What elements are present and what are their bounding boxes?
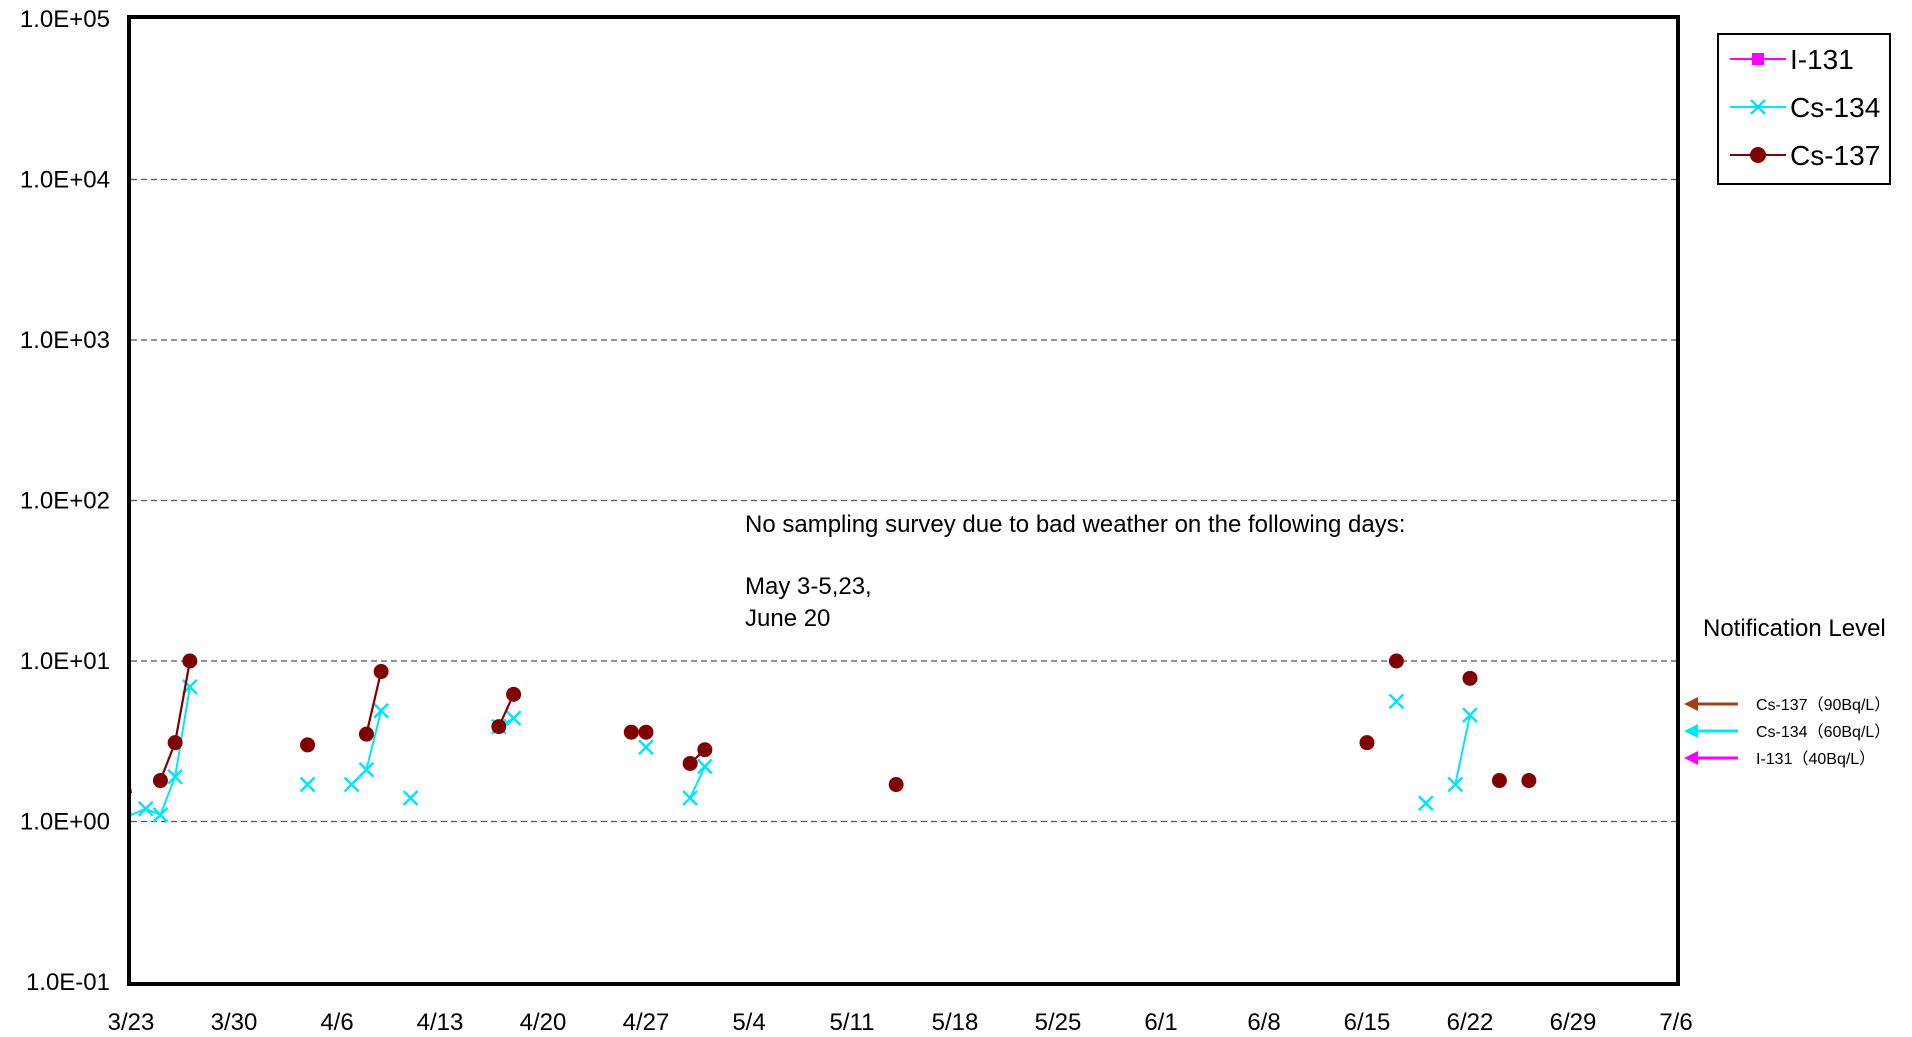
notification-item-cs134: Cs-134（60Bq/L）	[1684, 723, 1890, 741]
legend-marker-cs134	[1750, 99, 1766, 115]
data-point-cs137	[300, 737, 316, 753]
y-tick-label: 1.0E+05	[20, 6, 110, 33]
data-point-cs137	[888, 777, 904, 793]
data-point-cs137	[697, 742, 713, 758]
series-line-cs134	[1454, 714, 1471, 785]
series-layer	[131, 653, 1537, 823]
data-point-cs137	[1359, 735, 1375, 751]
legend-item-cs134: Cs-134	[1730, 92, 1880, 123]
data-point-cs134	[167, 768, 184, 785]
data-point-cs134	[137, 800, 154, 817]
legend-label-i131: I-131	[1790, 44, 1854, 75]
x-tick-label: 6/1	[1144, 1009, 1177, 1036]
notification-label-i131: I-131（40Bq/L）	[1756, 750, 1875, 768]
series-cs134	[131, 678, 1478, 823]
x-tick-label: 5/4	[732, 1009, 765, 1036]
y-axis-tick-labels: 1.0E-01 1.0E+00 1.0E+01 1.0E+02 1.0E+03 1.0E+…	[20, 6, 110, 996]
x-tick-label: 5/25	[1035, 1009, 1082, 1036]
data-point-cs137	[358, 726, 374, 742]
x-tick-label: 5/18	[932, 1009, 979, 1036]
data-point-cs137	[1491, 773, 1507, 789]
horizontal-gridlines	[131, 178, 1676, 823]
series-cs137	[131, 653, 1537, 794]
data-point-cs134	[1447, 776, 1464, 793]
y-tick-label: 1.0E+04	[20, 167, 110, 194]
x-tick-label: 4/13	[417, 1009, 464, 1036]
data-point-cs134	[299, 776, 316, 793]
data-point-cs137	[152, 773, 168, 789]
x-tick-label: 4/27	[623, 1009, 670, 1036]
data-point-cs137	[638, 724, 654, 740]
y-tick-label: 1.0E+03	[20, 327, 110, 354]
notification-item-i131: I-131（40Bq/L）	[1684, 750, 1875, 768]
x-tick-label: 4/20	[520, 1009, 567, 1036]
data-point-cs137	[623, 724, 639, 740]
data-point-cs137	[182, 653, 198, 669]
y-tick-label: 1.0E-01	[26, 969, 110, 996]
data-point-cs134	[1388, 693, 1405, 710]
data-point-cs137	[373, 664, 389, 680]
series-line-cs134	[689, 766, 706, 799]
x-tick-label: 3/30	[211, 1009, 258, 1036]
legend-label-cs134: Cs-134	[1790, 92, 1880, 123]
annotation-line-4: June 20	[745, 605, 830, 632]
data-point-cs134	[373, 702, 390, 719]
data-point-cs137	[491, 719, 507, 735]
data-point-cs137	[506, 686, 522, 702]
series-line-cs137	[365, 671, 383, 735]
notification-label-cs137: Cs-137（90Bq/L）	[1756, 696, 1890, 714]
y-tick-label: 1.0E+00	[20, 809, 110, 836]
x-tick-label: 3/23	[108, 1009, 155, 1036]
legend-marker-cs137	[1750, 147, 1766, 163]
data-point-cs134	[343, 776, 360, 793]
legend-item-cs137: Cs-137	[1730, 140, 1880, 171]
notification-item-cs137: Cs-137（90Bq/L）	[1684, 696, 1890, 714]
x-tick-label: 6/8	[1247, 1009, 1280, 1036]
data-point-cs134	[638, 739, 654, 756]
notification-level-panel: Notification Level Cs-137（90Bq/L） Cs-134…	[1684, 615, 1890, 768]
x-tick-label: 6/29	[1550, 1009, 1597, 1036]
x-tick-label: 7/6	[1659, 1009, 1692, 1036]
x-axis-tick-labels: 3/23 3/30 4/6 4/13 4/20 4/27 5/4 5/11 5/18 5/25 6/…	[108, 1009, 1693, 1036]
notification-arrowhead-i131	[1684, 751, 1698, 765]
y-tick-label: 1.0E+01	[20, 648, 110, 675]
series-line-cs134	[131, 686, 191, 817]
data-point-cs137	[1388, 653, 1404, 669]
legend: I-131 Cs-134 Cs-137	[1717, 33, 1891, 185]
data-point-cs134	[505, 710, 522, 727]
legend-marker-i131	[1752, 53, 1764, 65]
x-tick-label: 4/6	[320, 1009, 353, 1036]
notification-arrowhead-cs134	[1684, 724, 1698, 738]
data-point-cs134	[682, 790, 699, 806]
annotation-line-1: No sampling survey due to bad weather on…	[745, 511, 1405, 538]
legend-label-cs137: Cs-137	[1790, 140, 1880, 171]
series-clip-group	[131, 653, 1537, 823]
annotation-line-3: May 3-5,23,	[745, 573, 872, 600]
data-point-cs137	[682, 755, 698, 771]
notification-arrowhead-cs137	[1684, 697, 1698, 711]
legend-item-i131: I-131	[1730, 44, 1854, 75]
data-point-cs137	[1462, 670, 1478, 686]
x-tick-label: 6/15	[1344, 1009, 1391, 1036]
data-point-cs134	[696, 758, 713, 775]
data-point-cs134	[152, 806, 169, 823]
data-point-cs134	[1462, 707, 1478, 724]
y-tick-label: 1.0E+02	[20, 488, 110, 515]
data-point-cs134	[358, 761, 375, 778]
data-point-cs134	[1417, 795, 1434, 812]
notification-label-cs134: Cs-134（60Bq/L）	[1756, 723, 1890, 741]
data-point-cs137	[167, 735, 183, 751]
notification-level-title: Notification Level	[1703, 615, 1886, 642]
x-tick-label: 6/22	[1447, 1009, 1494, 1036]
data-point-cs134	[402, 790, 419, 806]
plot-area-border	[127, 15, 1680, 986]
annotation-note: No sampling survey due to bad weather on…	[745, 511, 1405, 632]
data-point-cs137	[1521, 773, 1537, 789]
x-tick-label: 5/11	[830, 1009, 875, 1036]
